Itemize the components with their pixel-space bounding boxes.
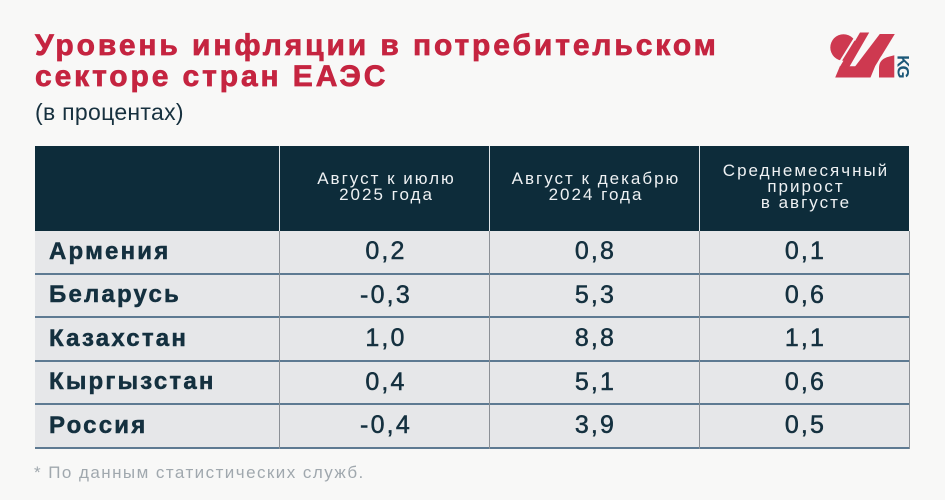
svg-text:KG: KG (894, 55, 912, 77)
